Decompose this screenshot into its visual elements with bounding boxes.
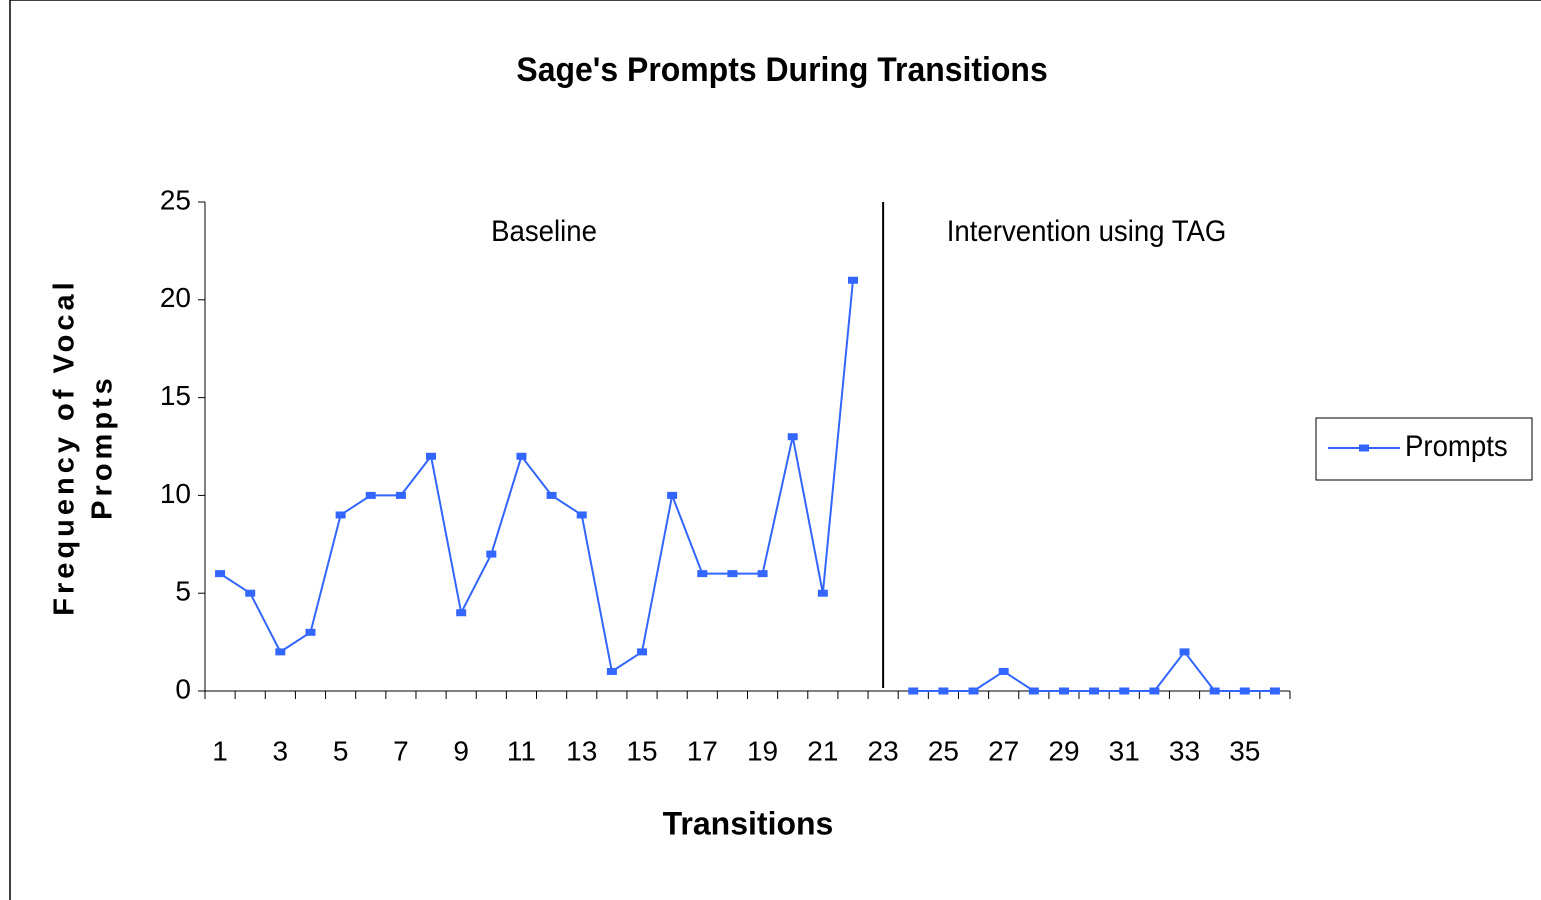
data-point	[1028, 687, 1039, 695]
y-tick-label: 5	[175, 576, 191, 607]
annotation: Baseline	[491, 215, 597, 248]
x-tick-label: 33	[1169, 735, 1200, 766]
data-point	[968, 687, 979, 695]
data-point	[215, 570, 226, 578]
chart-frame	[9, 0, 1541, 900]
x-tick-label: 7	[393, 735, 409, 766]
legend-marker	[1359, 444, 1369, 452]
y-axis-label-line: Frequency of Vocal	[49, 278, 81, 615]
data-point	[727, 570, 738, 578]
data-point	[1149, 687, 1160, 695]
x-tick-label: 5	[333, 735, 349, 766]
annotation: Intervention using TAG	[947, 215, 1227, 248]
data-point	[546, 491, 557, 499]
data-point	[667, 491, 678, 499]
x-tick-label: 21	[807, 735, 838, 766]
x-tick-label: 1	[212, 735, 228, 766]
data-point	[1269, 687, 1280, 695]
x-tick-label: 19	[747, 735, 778, 766]
legend-label: Prompts	[1405, 430, 1508, 463]
x-tick-label: 3	[273, 735, 289, 766]
data-point	[787, 433, 798, 441]
data-point	[637, 648, 648, 656]
data-point	[817, 589, 828, 597]
y-axis-label-line: Prompts	[87, 374, 119, 520]
x-tick-label: 29	[1048, 735, 1079, 766]
data-point	[1239, 687, 1250, 695]
data-point	[847, 276, 858, 284]
data-point	[1089, 687, 1100, 695]
data-point	[1058, 687, 1069, 695]
x-tick-label: 11	[507, 735, 536, 766]
x-tick-label: 13	[566, 735, 597, 766]
data-point	[998, 667, 1009, 675]
chart-title: Sage's Prompts During Transitions	[516, 50, 1047, 88]
data-point	[365, 491, 376, 499]
data-point	[395, 491, 406, 499]
data-point	[275, 648, 286, 656]
data-point	[426, 452, 437, 460]
data-point	[697, 570, 708, 578]
data-point	[757, 570, 768, 578]
data-point	[606, 667, 617, 675]
data-point	[1119, 687, 1130, 695]
data-point	[335, 511, 346, 519]
data-point	[305, 628, 316, 636]
data-point	[486, 550, 497, 558]
series-line	[219, 280, 1275, 692]
y-tick-label: 10	[160, 478, 191, 509]
x-tick-label: 27	[988, 735, 1019, 766]
y-tick-label: 20	[160, 282, 191, 313]
data-point	[576, 511, 587, 519]
x-axis-label: Transitions	[663, 805, 834, 841]
y-axis-label: Frequency of Vocal Prompts	[49, 278, 119, 615]
x-tick-label: 23	[868, 735, 899, 766]
x-tick-label: 15	[626, 735, 657, 766]
x-tick-label: 25	[928, 735, 959, 766]
data-point	[516, 452, 527, 460]
y-tick-label: 0	[175, 673, 191, 704]
y-tick-label: 15	[160, 380, 191, 411]
x-tick-label: 9	[453, 735, 469, 766]
data-point	[245, 589, 256, 597]
data-point	[1209, 687, 1220, 695]
data-point	[1179, 648, 1190, 656]
x-tick-label: 31	[1109, 735, 1140, 766]
x-tick-label: 35	[1229, 735, 1260, 766]
data-point	[456, 609, 467, 617]
data-point	[908, 687, 919, 695]
x-tick-label: 17	[687, 735, 718, 766]
y-tick-label: 25	[160, 184, 191, 215]
data-point	[938, 687, 949, 695]
